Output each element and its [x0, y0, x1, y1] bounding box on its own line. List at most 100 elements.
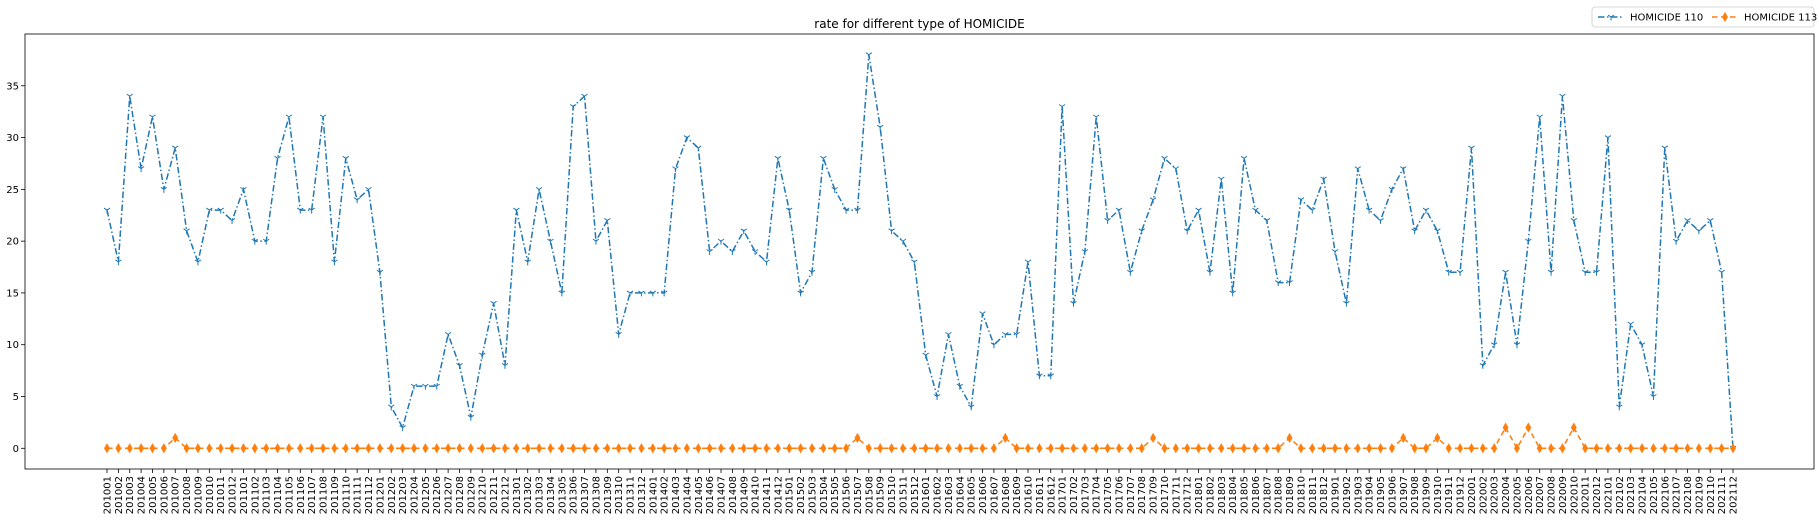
data-point: [1332, 443, 1338, 454]
data-point: [1025, 443, 1031, 454]
data-point: [1399, 166, 1407, 173]
data-point: [934, 443, 941, 454]
data-point: [149, 114, 156, 121]
x-tick-label: 201702: [1069, 476, 1080, 514]
x-tick-label: 202101: [1603, 476, 1614, 514]
data-point: [1434, 432, 1441, 444]
x-tick-label: 201911: [1444, 476, 1455, 514]
x-tick-label: 201512: [910, 476, 921, 514]
x-tick-label: 201104: [273, 476, 284, 514]
data-point: [1706, 218, 1714, 224]
data-point: [513, 443, 520, 454]
data-point: [1047, 373, 1055, 380]
data-point: [1252, 207, 1259, 214]
data-point: [103, 207, 111, 214]
data-point: [570, 443, 577, 454]
data-point: [1514, 443, 1520, 454]
x-tick-label: 201005: [148, 476, 159, 514]
data-point: [160, 443, 167, 454]
data-point: [422, 383, 429, 390]
y-axis: 0 5 10 15 20 25 30 35: [6, 81, 25, 455]
data-point: [308, 443, 315, 454]
data-point: [1092, 114, 1100, 121]
data-point: [1400, 432, 1407, 444]
x-tick-label: 201305: [557, 476, 568, 514]
data-point: [297, 443, 304, 454]
legend: HOMICIDE 110 HOMICIDE 113: [1591, 6, 1817, 28]
data-point: [1047, 443, 1054, 454]
data-point: [1547, 269, 1555, 276]
x-tick-label: 201612: [1046, 476, 1057, 514]
data-point: [1206, 269, 1214, 276]
x-tick-label: 201910: [1433, 476, 1444, 514]
data-point: [536, 443, 543, 454]
data-point: [1229, 443, 1236, 454]
x-tick-label: 201809: [1285, 476, 1296, 514]
x-tick-label: 202012: [1592, 476, 1603, 514]
data-point: [274, 155, 281, 162]
y-tick-label: 15: [6, 288, 19, 299]
x-tick-label: 202107: [1672, 476, 1683, 514]
data-point: [1513, 342, 1521, 349]
x-tick-label: 201805: [1240, 476, 1251, 514]
data-point: [160, 186, 168, 193]
data-point: [1263, 443, 1270, 454]
data-point: [1240, 155, 1248, 162]
data-point: [990, 443, 997, 454]
x-tick-label: 201002: [114, 476, 125, 514]
data-point: [263, 443, 270, 454]
data-point: [604, 443, 611, 454]
x-tick-label: 201101: [239, 476, 250, 514]
data-point: [1002, 432, 1009, 444]
data-point: [274, 443, 281, 454]
data-point: [854, 207, 861, 214]
data-point: [1491, 443, 1498, 454]
data-point: [399, 443, 406, 454]
data-point: [695, 443, 702, 454]
x-tick-label: 201303: [535, 476, 546, 514]
x-tick-label: 201412: [773, 476, 784, 514]
data-point: [979, 311, 986, 318]
data-point: [331, 259, 338, 266]
data-point: [365, 186, 372, 193]
data-point: [1149, 197, 1157, 204]
x-tick-label: 201109: [330, 476, 341, 514]
data-point: [865, 443, 872, 454]
x-tick-label: 201111: [353, 476, 364, 514]
data-point: [911, 259, 918, 266]
data-point: [467, 443, 474, 454]
data-point: [785, 207, 793, 214]
x-tick-label: 201503: [807, 476, 818, 514]
data-point: [1559, 443, 1566, 454]
data-point: [1559, 93, 1566, 100]
data-point: [683, 443, 690, 454]
x-tick-label: 201905: [1376, 476, 1387, 514]
data-point: [1695, 228, 1703, 235]
x-tick-label: 201008: [182, 476, 193, 514]
data-point: [797, 443, 804, 454]
data-point: [1116, 443, 1122, 454]
data-point: [638, 443, 645, 454]
x-tick-label: 201608: [1001, 476, 1012, 514]
x-tick-label: 201204: [410, 476, 421, 514]
data-point: [1286, 280, 1293, 287]
x-tick-label: 201202: [387, 476, 398, 514]
data-point: [990, 342, 998, 349]
data-point: [1479, 363, 1487, 369]
data-point: [1081, 443, 1088, 454]
data-point: [1411, 443, 1418, 454]
data-point: [1445, 269, 1453, 276]
x-tick-label: 201309: [603, 476, 614, 514]
x-tick-label: 201102: [250, 476, 261, 514]
data-point: [809, 443, 815, 454]
data-point: [638, 290, 645, 297]
x-tick-label: 201206: [432, 476, 443, 514]
x-tick-label: 201010: [205, 476, 216, 514]
data-point: [1570, 422, 1577, 433]
data-point: [1570, 218, 1578, 224]
x-tick-label: 202106: [1660, 476, 1671, 514]
x-tick-label: 201603: [944, 476, 955, 514]
data-point: [445, 443, 452, 454]
data-point: [342, 443, 349, 454]
